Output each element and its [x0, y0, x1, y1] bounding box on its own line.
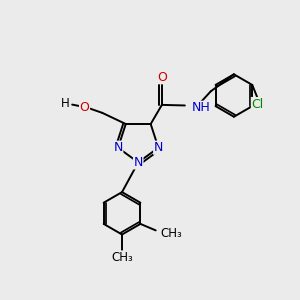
Text: CH₃: CH₃	[111, 251, 133, 264]
Text: N: N	[134, 156, 143, 169]
Text: O: O	[157, 71, 167, 84]
Text: N: N	[113, 141, 123, 154]
Text: H: H	[61, 97, 70, 110]
Text: O: O	[80, 101, 89, 114]
Text: N: N	[154, 141, 163, 154]
Text: CH₃: CH₃	[160, 227, 182, 240]
Text: NH: NH	[191, 101, 210, 114]
Text: Cl: Cl	[251, 98, 264, 111]
